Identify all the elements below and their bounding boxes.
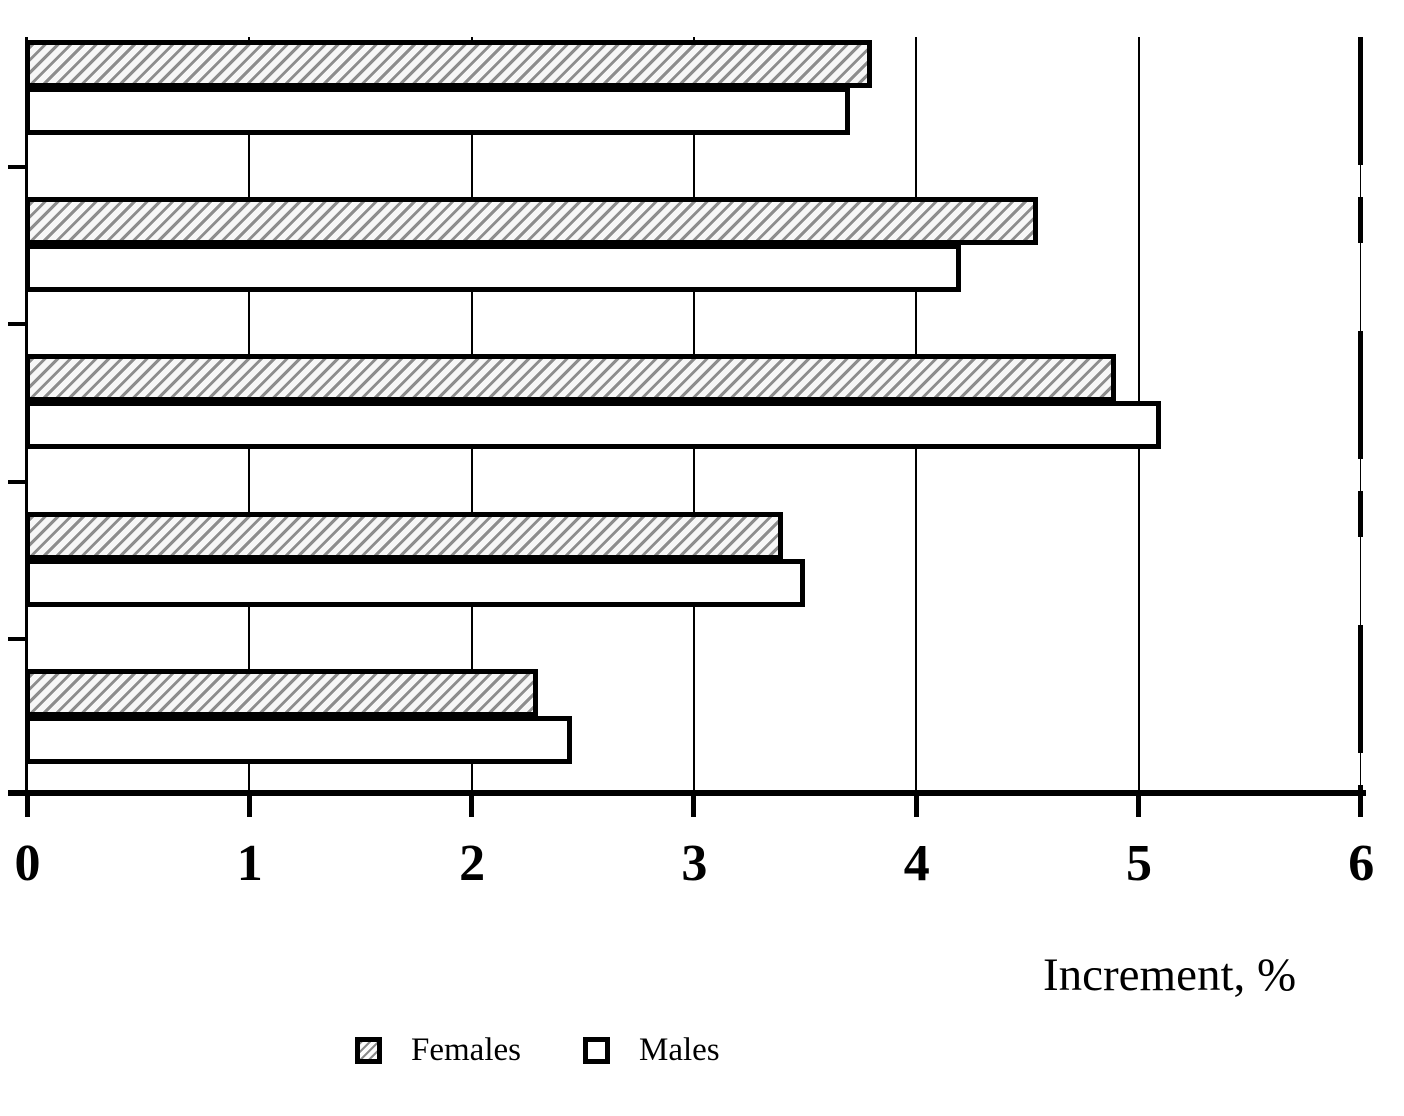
- x-axis-tick-0: [24, 793, 30, 817]
- bar-females-group4: [25, 511, 783, 560]
- bar-males-group3: [25, 401, 1161, 450]
- x-axis-tick-1: [246, 793, 252, 817]
- x-axis-tick-5: [1136, 793, 1141, 817]
- x-axis-title: Increment, %: [1043, 949, 1297, 1001]
- bar-males-group1: [25, 87, 850, 135]
- x-axis-tick-3: [691, 793, 697, 817]
- x-tick-label-3: 3: [681, 835, 707, 892]
- legend: Females Males: [355, 1032, 720, 1069]
- x-tick-label-0: 0: [14, 835, 41, 892]
- y-axis-tick-4: [8, 636, 26, 641]
- gridline-x6-dashes: [1357, 37, 1363, 791]
- y-axis-tick-2: [8, 322, 26, 327]
- x-axis-tick-2: [469, 793, 475, 817]
- legend-item-males: Males: [582, 1032, 720, 1069]
- x-axis-line: [8, 790, 1366, 796]
- bar-females-group2: [25, 197, 1039, 246]
- bar-males-group4: [25, 558, 806, 607]
- bar-females-group1: [25, 40, 872, 88]
- x-tick-label-5: 5: [1126, 835, 1152, 892]
- x-axis-tick-4: [913, 793, 919, 817]
- bar-females-group5: [25, 668, 539, 717]
- x-tick-label-4: 4: [903, 835, 930, 892]
- x-tick-label-1: 1: [236, 835, 263, 892]
- x-tick-label-2: 2: [459, 835, 485, 892]
- y-axis-tick-3: [8, 479, 26, 484]
- x-tick-label-6: 6: [1348, 835, 1374, 892]
- females-hatched-swatch-icon: [355, 1037, 382, 1064]
- legend-label-males: Males: [638, 1032, 720, 1068]
- x-axis-tick-6: [1358, 793, 1364, 817]
- bar-males-group5: [25, 715, 572, 764]
- y-axis-tick-1: [8, 165, 26, 170]
- legend-label-females: Females: [411, 1032, 521, 1068]
- males-white-swatch-icon: [582, 1037, 610, 1064]
- bar-males-group2: [25, 244, 961, 293]
- legend-item-females: Females: [355, 1032, 521, 1069]
- bar-females-group3: [25, 354, 1117, 403]
